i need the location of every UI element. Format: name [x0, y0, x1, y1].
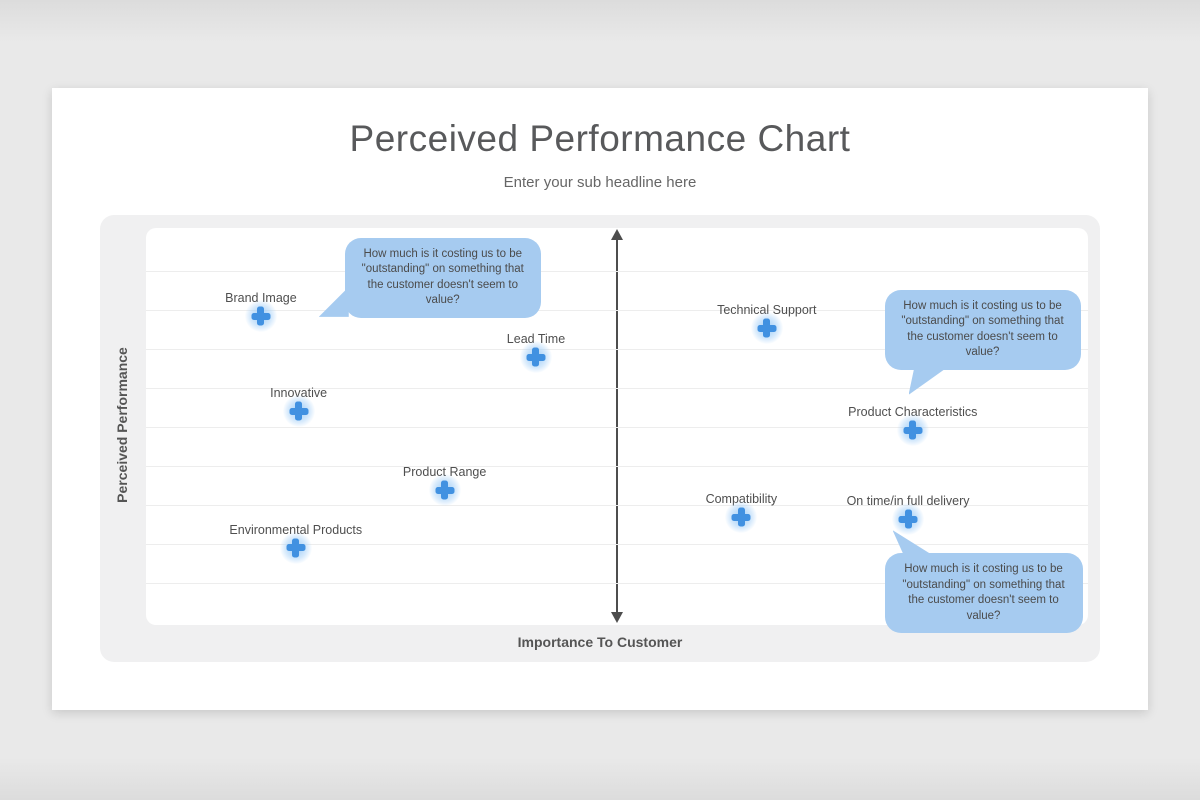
- x-axis-label: Importance To Customer: [517, 634, 683, 650]
- data-point-plus-marker: [519, 341, 552, 374]
- page-subtitle: Enter your sub headline here: [503, 174, 697, 191]
- callout-text: How much is it costing us to be "outstan…: [902, 563, 1065, 622]
- gridline: [146, 310, 1088, 312]
- point-label: Lead Time: [506, 332, 566, 347]
- data-point-plus-marker: [750, 312, 783, 345]
- point-label: Product Characteristics: [848, 405, 978, 420]
- gridline: [146, 387, 1088, 389]
- data-point-plus-marker: [244, 300, 277, 333]
- plus-icon: [732, 508, 751, 527]
- data-point-plus-marker: [282, 395, 315, 428]
- plus-icon: [289, 402, 308, 421]
- point-label: Technical Support: [717, 303, 817, 318]
- bubble-tail: [318, 286, 349, 317]
- slide: Perceived Performance Chart Enter your s…: [52, 88, 1148, 710]
- plot-area: Brand Image Lead Time Technical Support Inn…: [146, 228, 1088, 634]
- chart-panel: Perceived Performance Brand Image Lead Ti…: [100, 215, 1100, 662]
- data-point-plus-marker: [892, 503, 925, 535]
- callout-bubble: How much is it costing us to be "outstan…: [884, 530, 1083, 634]
- point-label: Product Range: [402, 465, 487, 480]
- callout-text: How much is it costing us to be "outstan…: [361, 247, 524, 307]
- callout-text: How much is it costing us to be "outstan…: [901, 299, 1064, 359]
- data-point-plus-marker: [725, 501, 758, 534]
- plus-icon: [526, 348, 545, 367]
- data-point-plus-marker: [428, 474, 461, 507]
- gridline: [146, 349, 1088, 351]
- callout-bubble: How much is it costing us to be "outstan…: [884, 289, 1081, 395]
- gridline: [146, 270, 1088, 272]
- vertical-divider-arrow: [616, 239, 618, 613]
- point-label: Environmental Products: [229, 522, 363, 537]
- page-title: Perceived Performance Chart: [349, 118, 851, 159]
- point-label: Innovative: [270, 386, 328, 401]
- y-axis-label: Perceived Performance: [114, 347, 130, 503]
- gridline: [146, 465, 1088, 467]
- point-label: Compatibility: [705, 492, 778, 507]
- callout-bubble: How much is it costing us to be "outstan…: [318, 237, 541, 318]
- gridline: [146, 505, 1088, 507]
- data-point-plus-marker: [279, 531, 312, 564]
- gridline: [146, 582, 1088, 584]
- plus-icon: [899, 510, 918, 529]
- plus-icon: [251, 307, 270, 326]
- point-label: Brand Image: [225, 291, 297, 306]
- gridline: [146, 426, 1088, 428]
- gridline: [146, 544, 1088, 545]
- bubble-tail: [908, 367, 947, 395]
- point-label: On time/in full delivery: [846, 494, 970, 508]
- plus-icon: [757, 319, 776, 338]
- plus-icon: [435, 481, 454, 500]
- data-point-plus-marker: [896, 414, 929, 447]
- plus-icon: [286, 538, 305, 557]
- plus-icon: [903, 421, 922, 440]
